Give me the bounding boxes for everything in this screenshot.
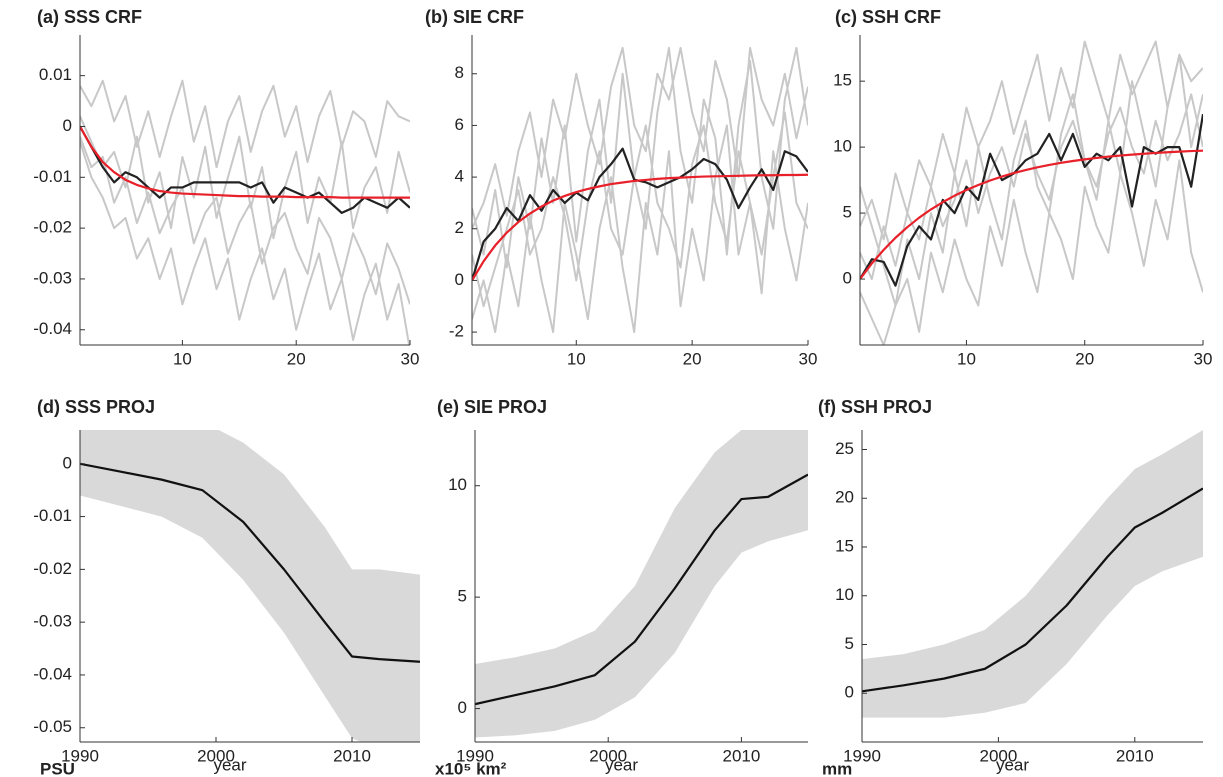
y-tick-label: -0.04 [33, 319, 72, 338]
panel-title: (c) SSH CRF [835, 7, 941, 27]
x-tick-label: 2010 [333, 746, 371, 765]
y-tick-label: 10 [833, 137, 852, 156]
panel: (f) SSH PROJ 0 5 10 15 20 25 1990 2000 2010 mm year [818, 397, 1203, 777]
plot-area [80, 430, 420, 742]
series-line [860, 93, 1203, 281]
y-tick-label: 6 [455, 115, 464, 134]
series-line [80, 125, 410, 199]
y-tick-label: 0 [63, 453, 72, 472]
y-tick-label: 15 [833, 71, 852, 90]
x-tick-label: 1990 [843, 746, 881, 765]
x-tick-label: 20 [287, 349, 306, 368]
unit-label: x10⁵ km² [435, 759, 507, 777]
x-tick-label: 2010 [722, 746, 760, 765]
x-tick-label: 30 [799, 349, 818, 368]
x-axis-label: year [213, 755, 246, 774]
series-line [860, 149, 1203, 280]
y-tick-label: 25 [835, 439, 854, 458]
x-tick-label: 2000 [979, 746, 1017, 765]
y-tick-label: 0 [843, 269, 852, 288]
series-line [80, 462, 420, 663]
x-tick-label: 2000 [589, 746, 627, 765]
y-tick-label: 0.01 [39, 65, 72, 84]
series-line [472, 46, 808, 269]
y-tick-label: -0.03 [33, 612, 72, 631]
unit-label: mm [822, 759, 852, 777]
y-tick-label: 0 [845, 683, 854, 702]
series-line [860, 40, 1203, 241]
y-tick-label: 20 [835, 488, 854, 507]
x-tick-label: 30 [401, 349, 420, 368]
panel: (a) SSS CRF 0.01 0 -0.01 -0.02 -0.03 -0.04 10 20… [33, 7, 419, 369]
x-tick-label: 30 [1194, 349, 1213, 368]
y-tick-label: 5 [845, 634, 854, 653]
series-line [80, 136, 410, 305]
series-line [475, 473, 808, 706]
y-tick-label: -0.02 [33, 218, 72, 237]
y-tick-label: -0.03 [33, 268, 72, 287]
panel-title: (b) SIE CRF [425, 7, 524, 27]
series-line [860, 113, 1203, 287]
y-tick-label: -0.02 [33, 559, 72, 578]
y-tick-label: 10 [835, 585, 854, 604]
y-tick-label: 8 [455, 63, 464, 82]
panel-title: (a) SSS CRF [37, 7, 142, 27]
y-tick-label: -2 [449, 322, 464, 341]
plot-area [472, 46, 808, 334]
y-tick-label: 0 [455, 270, 464, 289]
series-line [80, 141, 410, 345]
panel-title: (e) SIE PROJ [437, 397, 547, 417]
panel: (d) SSS PROJ 0 -0.01 -0.02 -0.03 -0.04 -0.05 19… [33, 397, 420, 777]
series-line [80, 125, 410, 214]
series-line [862, 487, 1203, 693]
plot-area [862, 430, 1203, 718]
y-tick-label: 5 [843, 203, 852, 222]
y-tick-label: 0 [63, 116, 72, 135]
x-axis-label: year [605, 755, 638, 774]
y-tick-label: -0.05 [33, 717, 72, 736]
y-tick-label: 2 [455, 218, 464, 237]
x-tick-label: 20 [683, 349, 702, 368]
y-tick-label: 0 [458, 698, 467, 717]
panel: (e) SIE PROJ 0 5 10 1990 2000 2010 x10⁵ km² year [435, 397, 808, 777]
y-tick-label: -0.04 [33, 664, 72, 683]
series-line [472, 46, 808, 230]
series-line [472, 173, 808, 281]
plot-area [80, 79, 410, 345]
x-tick-label: 10 [957, 349, 976, 368]
panel-title: (d) SSS PROJ [37, 397, 155, 417]
series-line [472, 124, 808, 334]
uncertainty-band [475, 430, 808, 738]
series-line [80, 115, 410, 240]
y-tick-label: 10 [448, 475, 467, 494]
panel: (c) SSH CRF 0 5 10 15 10 20 30 [833, 7, 1212, 369]
unit-label: PSU [40, 759, 75, 777]
x-tick-label: 20 [1075, 349, 1094, 368]
plot-area [475, 430, 808, 738]
panel: (b) SIE CRF -2 0 2 4 6 8 10 20 30 [425, 7, 817, 369]
x-tick-label: 10 [567, 349, 586, 368]
x-tick-label: 10 [173, 349, 192, 368]
y-tick-label: -0.01 [33, 506, 72, 525]
series-line [860, 53, 1203, 307]
plot-area [860, 40, 1203, 345]
x-tick-label: 1990 [456, 746, 494, 765]
y-tick-label: 15 [835, 536, 854, 555]
series-line [472, 111, 808, 308]
uncertainty-band [862, 430, 1203, 718]
y-tick-label: 5 [458, 587, 467, 606]
x-tick-label: 1990 [61, 746, 99, 765]
uncertainty-band [80, 430, 420, 742]
x-tick-label: 2010 [1116, 746, 1154, 765]
x-tick-label: 2000 [197, 746, 235, 765]
panel-title: (f) SSH PROJ [818, 397, 932, 417]
x-axis-label: year [996, 755, 1029, 774]
series-line [80, 79, 410, 169]
y-tick-label: 4 [455, 167, 464, 186]
series-line [860, 159, 1203, 345]
y-tick-label: -0.01 [33, 167, 72, 186]
